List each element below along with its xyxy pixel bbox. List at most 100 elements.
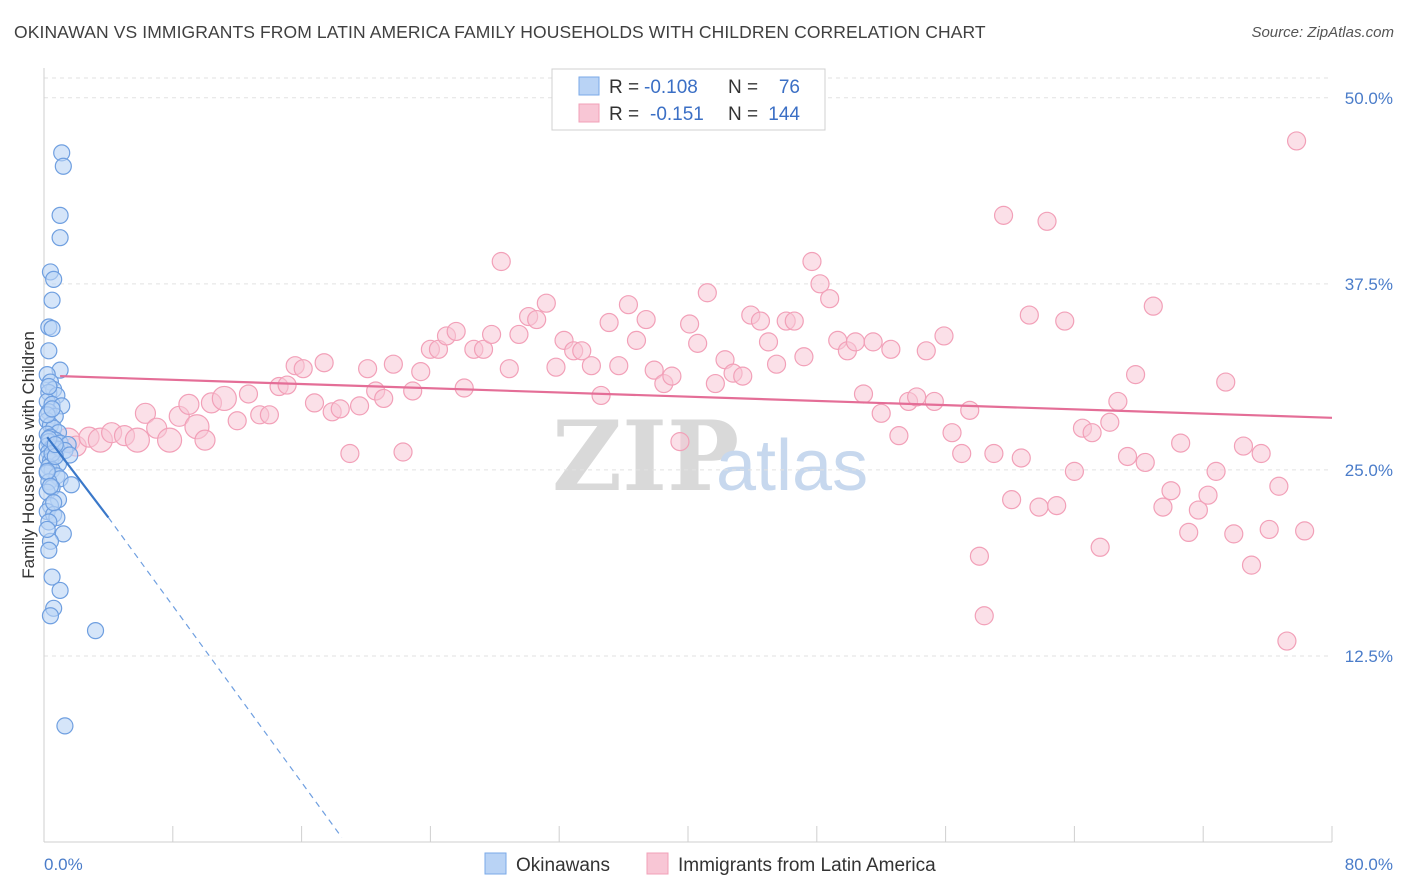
point-okinawans (51, 229, 69, 247)
point-immigrants (1216, 372, 1236, 392)
point-immigrants (1055, 311, 1075, 331)
point-immigrants (194, 429, 216, 451)
point-immigrants (481, 324, 502, 345)
point-immigrants (393, 442, 413, 462)
point-immigrants (134, 402, 157, 424)
point-immigrants (1286, 131, 1307, 151)
point-immigrants (952, 443, 972, 464)
y-axis-label: Family Households with Children (19, 331, 38, 579)
point-immigrants (889, 426, 909, 446)
point-immigrants (330, 399, 350, 419)
point-immigrants (1259, 519, 1279, 540)
point-immigrants (1161, 481, 1181, 501)
point-immigrants (636, 309, 656, 330)
point-okinawans (45, 494, 63, 512)
point-immigrants (1188, 500, 1208, 520)
point-immigrants (784, 311, 804, 331)
point-okinawans (38, 520, 56, 539)
point-immigrants (934, 326, 954, 346)
legend-r-label-1: R = (609, 77, 639, 98)
point-okinawans (51, 206, 69, 224)
point-immigrants (1251, 443, 1271, 464)
point-immigrants (1224, 524, 1244, 544)
point-immigrants (924, 391, 944, 412)
point-immigrants (1171, 433, 1191, 453)
point-immigrants (374, 388, 394, 409)
point-immigrants (1135, 452, 1155, 473)
point-immigrants (499, 359, 519, 379)
point-immigrants (853, 384, 874, 404)
point-immigrants (969, 546, 990, 566)
point-immigrants (211, 385, 237, 412)
point-immigrants (733, 366, 753, 386)
point-immigrants (993, 205, 1014, 225)
point-okinawans (41, 477, 60, 495)
point-immigrants (1002, 490, 1022, 510)
point-immigrants (871, 403, 891, 423)
point-immigrants (546, 357, 566, 377)
series-okinawans-points (38, 144, 105, 735)
chart-title: OKINAWAN VS IMMIGRANTS FROM LATIN AMERIC… (14, 22, 986, 42)
y-tick-label: 37.5% (1345, 275, 1393, 294)
point-immigrants (527, 309, 547, 330)
point-okinawans (46, 435, 64, 454)
point-immigrants (758, 332, 779, 352)
point-immigrants (1108, 391, 1128, 412)
point-immigrants (1153, 497, 1173, 517)
point-immigrants (454, 378, 474, 398)
point-immigrants (960, 400, 980, 420)
point-immigrants (581, 356, 602, 376)
point-immigrants (340, 443, 360, 464)
point-okinawans (43, 291, 61, 309)
point-immigrants (916, 341, 936, 361)
point-okinawans (43, 319, 61, 338)
point-immigrants (446, 321, 466, 342)
legend-swatch-immigrants (578, 103, 600, 123)
point-immigrants (1047, 496, 1067, 516)
watermark-zip: ZIP (552, 400, 739, 513)
point-immigrants (403, 381, 423, 401)
point-okinawans (40, 342, 58, 360)
point-immigrants (1019, 305, 1039, 325)
point-immigrants (1125, 365, 1146, 385)
point-immigrants (1269, 476, 1289, 496)
series-immigrants-points (55, 131, 1315, 651)
x-ticks (43, 826, 1333, 842)
legend-r-label-2: R = (609, 104, 639, 125)
point-immigrants (1082, 423, 1102, 443)
point-immigrants (688, 333, 708, 353)
point-immigrants (1206, 461, 1226, 481)
point-okinawans (40, 377, 58, 396)
point-immigrants (227, 411, 247, 431)
point-immigrants (820, 289, 840, 309)
point-immigrants (670, 432, 690, 452)
point-immigrants (1100, 412, 1120, 432)
point-immigrants (178, 393, 200, 415)
point-immigrants (644, 360, 664, 380)
point-immigrants (358, 359, 378, 379)
point-immigrants (626, 330, 647, 350)
point-immigrants (907, 387, 927, 407)
point-immigrants (1277, 631, 1297, 651)
y-tick-labels: 12.5% 25.0% 37.5% 50.0% (1345, 89, 1393, 666)
point-immigrants (974, 606, 994, 626)
point-immigrants (411, 362, 431, 382)
point-immigrants (863, 332, 883, 352)
trend-line-okinawans (46, 436, 110, 519)
point-immigrants (304, 393, 325, 413)
point-immigrants (766, 354, 787, 374)
legend-n-value-1: 76 (779, 77, 800, 98)
point-okinawans (40, 541, 58, 559)
point-immigrants (697, 283, 717, 303)
point-immigrants (536, 293, 556, 313)
point-okinawans (54, 525, 72, 543)
point-immigrants (618, 295, 639, 315)
point-immigrants (383, 354, 403, 374)
legend-r-value-2: -0.151 (650, 104, 704, 125)
trend-lines (46, 375, 1333, 838)
legend-n-label-1: N = (728, 77, 758, 98)
bottom-legend-label-immigrants: Immigrants from Latin America (678, 855, 936, 876)
legend-r-value-1: -0.108 (644, 77, 698, 98)
point-immigrants (124, 427, 150, 453)
point-immigrants (802, 251, 822, 272)
